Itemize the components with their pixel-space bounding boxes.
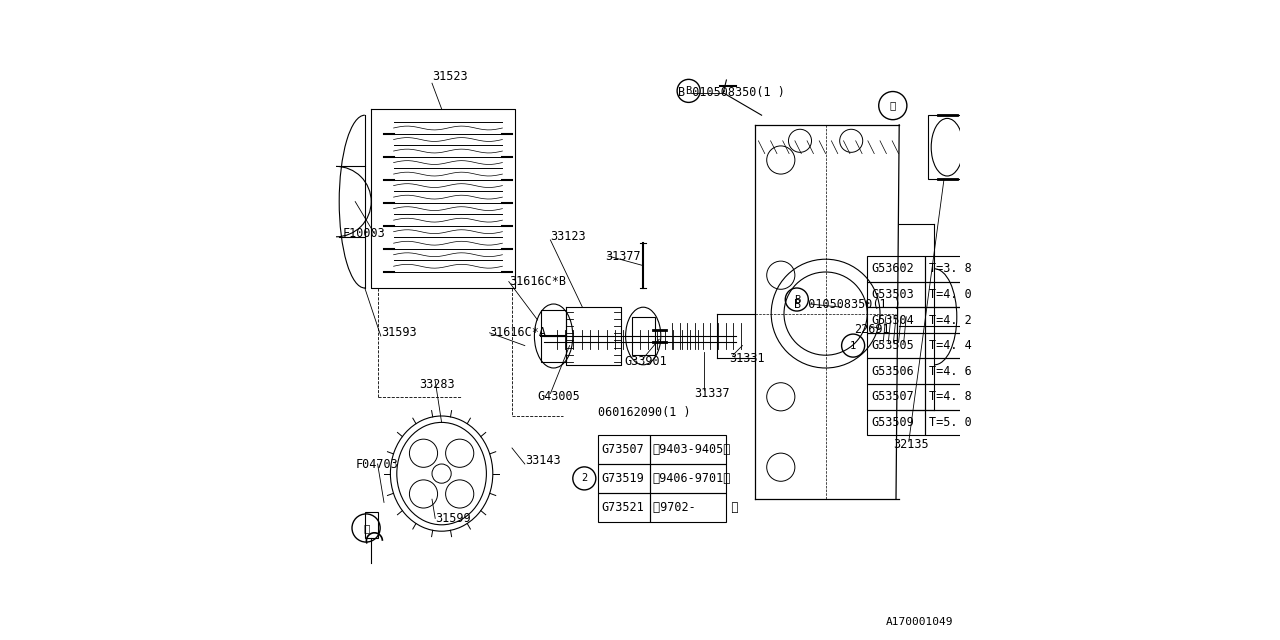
Bar xyxy=(868,358,925,384)
Text: 32135: 32135 xyxy=(893,438,928,451)
Text: G53509: G53509 xyxy=(870,416,914,429)
Text: 31337: 31337 xyxy=(694,387,730,400)
Bar xyxy=(924,333,983,358)
Text: G53503: G53503 xyxy=(870,288,914,301)
Bar xyxy=(599,435,650,464)
Text: A170001049: A170001049 xyxy=(886,617,954,627)
Text: 31599: 31599 xyxy=(435,512,471,525)
Text: 2: 2 xyxy=(581,474,588,483)
Text: T=5. 0: T=5. 0 xyxy=(929,416,972,429)
Text: 33143: 33143 xyxy=(525,454,561,467)
Bar xyxy=(924,410,983,435)
Text: F04703: F04703 xyxy=(356,458,398,470)
Bar xyxy=(599,493,650,522)
Bar xyxy=(868,384,925,410)
Text: T=4. 2: T=4. 2 xyxy=(929,314,972,326)
Bar xyxy=(868,333,925,358)
Text: B: B xyxy=(794,294,800,305)
Text: G73521: G73521 xyxy=(602,500,644,514)
Text: 31523: 31523 xyxy=(433,70,467,83)
Text: 9403-9405〉: 9403-9405〉 xyxy=(653,443,731,456)
Text: G73507: G73507 xyxy=(602,443,644,456)
Text: 9406-9701〉: 9406-9701〉 xyxy=(653,472,731,485)
Text: ①: ① xyxy=(364,523,369,533)
Bar xyxy=(650,435,727,464)
Bar xyxy=(650,464,727,493)
Text: 22691: 22691 xyxy=(855,323,890,336)
Bar xyxy=(650,493,727,522)
Bar xyxy=(924,282,983,307)
Text: 31331: 31331 xyxy=(730,352,765,365)
Text: 31616C*A: 31616C*A xyxy=(490,326,547,339)
Text: T=4. 0: T=4. 0 xyxy=(929,288,972,301)
Bar xyxy=(599,464,650,493)
Bar xyxy=(868,256,925,282)
Bar xyxy=(868,307,925,333)
Text: B 010508350(1 ): B 010508350(1 ) xyxy=(794,298,900,310)
Text: T=3. 8: T=3. 8 xyxy=(929,262,972,275)
Text: G53507: G53507 xyxy=(870,390,914,403)
Text: 31377: 31377 xyxy=(604,250,640,262)
Bar xyxy=(928,115,966,179)
Text: 33283: 33283 xyxy=(420,378,454,390)
Text: B 010508350(1 ): B 010508350(1 ) xyxy=(678,86,785,99)
Bar xyxy=(924,358,983,384)
Text: 33123: 33123 xyxy=(550,230,586,243)
Bar xyxy=(868,410,925,435)
Text: ②: ② xyxy=(890,100,896,111)
Text: 31593: 31593 xyxy=(381,326,416,339)
Text: 1: 1 xyxy=(850,340,856,351)
Text: B: B xyxy=(686,86,691,96)
Text: T=4. 8: T=4. 8 xyxy=(929,390,972,403)
Text: 060162090(1 ): 060162090(1 ) xyxy=(599,406,691,419)
Bar xyxy=(924,384,983,410)
Text: 9702-     〉: 9702- 〉 xyxy=(653,500,739,514)
Bar xyxy=(924,307,983,333)
Bar xyxy=(632,317,654,355)
Bar xyxy=(924,256,983,282)
Text: T=4. 4: T=4. 4 xyxy=(929,339,972,352)
Text: G73519: G73519 xyxy=(602,472,644,485)
Text: F10003: F10003 xyxy=(343,227,385,240)
Bar xyxy=(540,310,566,362)
Text: G33901: G33901 xyxy=(625,355,667,368)
Text: G53505: G53505 xyxy=(870,339,914,352)
Text: G53506: G53506 xyxy=(870,365,914,378)
Text: G53602: G53602 xyxy=(870,262,914,275)
Text: G43005: G43005 xyxy=(538,390,580,403)
Text: 31616C*B: 31616C*B xyxy=(508,275,566,288)
Bar xyxy=(868,282,925,307)
Bar xyxy=(365,512,378,538)
Text: G53504: G53504 xyxy=(870,314,914,326)
Text: T=4. 6: T=4. 6 xyxy=(929,365,972,378)
